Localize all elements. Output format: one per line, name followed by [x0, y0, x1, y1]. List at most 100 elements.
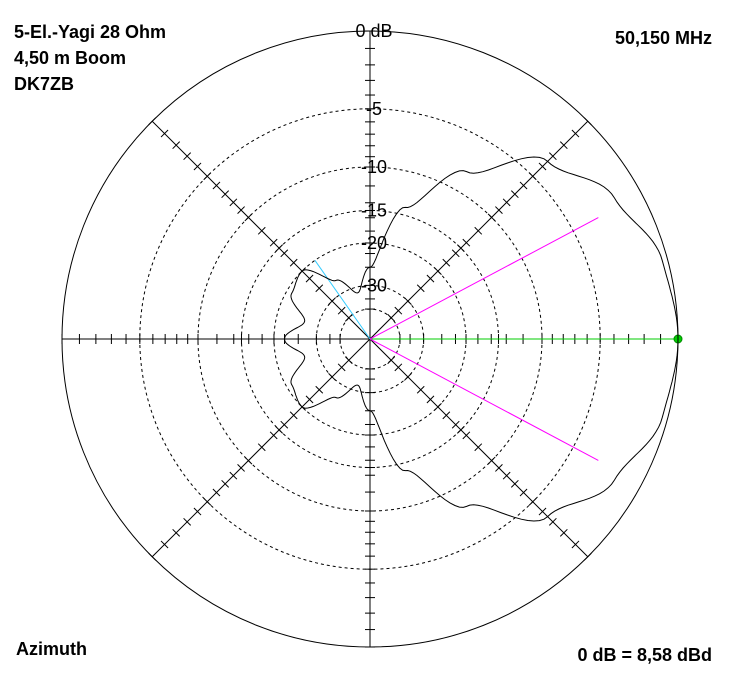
axis-tick [451, 420, 460, 429]
axis-tick [528, 172, 537, 181]
axis-tick [519, 181, 528, 190]
ring-label: -5 [366, 99, 382, 119]
axis-tick [221, 479, 230, 488]
axis-tick [148, 117, 157, 126]
axis-tick [456, 425, 465, 434]
axis-tick [394, 363, 403, 372]
axis-tick [275, 244, 284, 253]
plane-label: Azimuth [16, 639, 87, 659]
ring-label: -10 [361, 157, 387, 177]
axis-tick [172, 528, 181, 537]
axis-tick [510, 479, 519, 488]
antenna-title-block: 5-El.-Yagi 28 Ohm 4,50 m Boom DK7ZB [14, 19, 166, 97]
axis-tick [495, 464, 503, 472]
axis-tick [442, 411, 451, 420]
axis-tick [462, 238, 471, 247]
axis-tick [257, 226, 266, 235]
axis-tick [237, 464, 245, 472]
axis-tick [548, 517, 557, 526]
rear-lobe-line [314, 260, 371, 340]
axis-tick [221, 190, 230, 199]
axis-tick [404, 297, 412, 305]
frequency-label: 50,150 MHz [614, 28, 712, 48]
axis-tick [442, 258, 451, 267]
axis-tick [229, 198, 238, 207]
axis-tick [160, 129, 169, 138]
axis-tick [289, 411, 298, 420]
ring-label: -15 [361, 201, 387, 221]
axis-tick [474, 443, 483, 452]
ring-label: 0 dB [355, 21, 392, 41]
axis-tick [269, 238, 278, 247]
axis-tick [387, 356, 396, 365]
title-line-1: 5-El.-Yagi 28 Ohm [14, 22, 167, 42]
axis-tick [502, 471, 511, 480]
axis-tick [193, 162, 202, 171]
ring-label: -30 [361, 275, 387, 295]
axis-tick [474, 226, 483, 235]
axis-tick [434, 403, 442, 411]
axis-tick [426, 274, 435, 283]
axis-tick [426, 395, 435, 404]
axis-tick [212, 181, 221, 190]
axis-tick [571, 129, 580, 138]
title-line-2: 4,50 m Boom [14, 48, 127, 68]
axis-tick [203, 497, 212, 506]
axis-tick [148, 552, 157, 561]
axis-tick [451, 249, 460, 258]
axis-tick [387, 313, 396, 322]
grid-layer [61, 30, 679, 648]
radiation-pattern [283, 156, 679, 522]
ring-label-layer: 0 dB -5 -10 -15 -20 -30 [355, 21, 392, 295]
axis-tick [538, 162, 547, 171]
axis-tick [212, 488, 221, 497]
axis-tick [462, 431, 471, 440]
marker-layer [314, 217, 683, 461]
axis-tick [315, 385, 324, 394]
axis-tick [487, 456, 496, 465]
axis-tick [269, 431, 278, 440]
half-power-line [369, 217, 599, 340]
axis-tick [275, 425, 284, 434]
axis-tick [416, 385, 425, 394]
axis-tick [344, 356, 353, 365]
axis-tick [487, 213, 496, 222]
axis-tick [328, 297, 336, 305]
axis-tick [328, 373, 336, 381]
axis-tick [337, 363, 346, 372]
axis-tick [160, 540, 169, 549]
title-line-3: DK7ZB [14, 74, 75, 94]
axis-tick [172, 141, 181, 150]
axis-tick [244, 213, 253, 222]
axis-tick [183, 152, 192, 161]
axis-tick [193, 507, 202, 516]
axis-tick [571, 540, 580, 549]
axis-tick [394, 306, 403, 315]
reference-gain-label: 0 dB = 8,58 dBd [577, 645, 712, 665]
axis-tick [280, 249, 289, 258]
axis-tick [559, 528, 568, 537]
axis-tick [548, 152, 557, 161]
axis-tick [538, 507, 547, 516]
axis-tick [519, 488, 528, 497]
axis-tick [305, 274, 314, 283]
axis-tick [456, 244, 465, 253]
pattern-layer [283, 156, 679, 522]
axis-tick [502, 198, 511, 207]
axis-tick [229, 471, 238, 480]
axis-tick [244, 456, 253, 465]
axis-tick [583, 117, 592, 126]
axis-tick [237, 206, 245, 214]
axis-tick [280, 420, 289, 429]
axis-tick [434, 267, 442, 275]
axis-tick [528, 497, 537, 506]
axis-tick [305, 395, 314, 404]
axis-tick [344, 313, 353, 322]
axis-tick [404, 373, 412, 381]
axis-tick [257, 443, 266, 452]
axis-tick [495, 206, 503, 214]
ring-label: -20 [361, 233, 387, 253]
axis-tick [337, 306, 346, 315]
